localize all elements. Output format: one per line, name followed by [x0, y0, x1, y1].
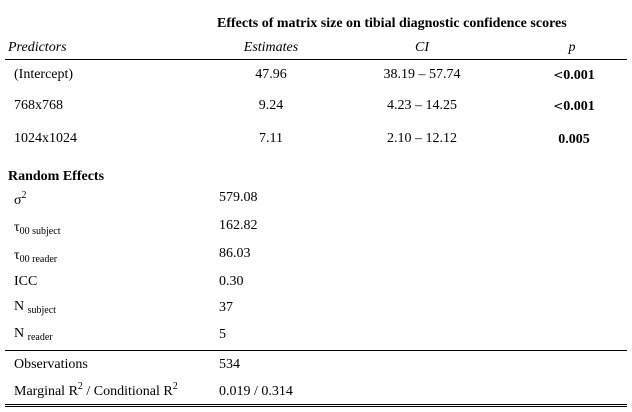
less-than-symbol: <: [553, 68, 564, 82]
header-ci: CI: [415, 40, 429, 55]
row-predictor: (Intercept): [14, 67, 74, 82]
row-ci: 38.19 – 57.74: [383, 67, 461, 82]
random-effects-heading: Random Effects: [8, 169, 105, 184]
header-p: p: [568, 40, 576, 55]
less-than-symbol: <: [553, 99, 564, 113]
r-squared-label: Marginal R2 / Conditional R2: [14, 381, 178, 400]
icc-label: ICC: [14, 274, 38, 289]
r-squared-value: 0.019 / 0.314: [219, 384, 293, 399]
header-predictors: Predictors: [8, 40, 67, 55]
row-p-value: <0.001: [553, 67, 595, 84]
tau-reader-label: τ00 reader: [14, 248, 58, 265]
footer-rule: [5, 350, 627, 351]
row-predictor: 768x768: [14, 98, 63, 113]
row-p-value: 0.005: [558, 131, 590, 148]
row-p-value: <0.001: [553, 98, 595, 115]
icc-value: 0.30: [219, 274, 244, 289]
tau-subject-label: τ00 subject: [14, 220, 61, 237]
n-reader-label: N reader: [14, 326, 53, 343]
row-estimate: 47.96: [255, 67, 287, 82]
p-number: 0.001: [563, 68, 595, 83]
header-estimates: Estimates: [243, 40, 299, 55]
sigma-squared-value: 579.08: [219, 190, 258, 205]
n-reader-value: 5: [219, 327, 226, 342]
row-ci: 2.10 – 12.12: [387, 131, 457, 146]
n-subject-label: N subject: [14, 299, 56, 316]
row-estimate: 7.11: [259, 131, 283, 146]
row-estimate: 9.24: [258, 98, 284, 113]
bottom-rule: [5, 404, 627, 407]
sigma-squared-label: σ2: [14, 190, 27, 209]
p-number: 0.001: [563, 99, 595, 114]
row-predictor: 1024x1024: [14, 131, 77, 146]
n-subject-value: 37: [219, 300, 233, 315]
row-ci: 4.23 – 14.25: [387, 98, 457, 113]
tau-reader-value: 86.03: [219, 246, 251, 261]
table-title: Effects of matrix size on tibial diagnos…: [217, 16, 567, 31]
tau-subject-value: 162.82: [219, 218, 258, 233]
p-number: 0.005: [558, 132, 590, 147]
header-rule: [5, 59, 627, 60]
observations-value: 534: [219, 357, 240, 372]
observations-label: Observations: [14, 357, 88, 372]
